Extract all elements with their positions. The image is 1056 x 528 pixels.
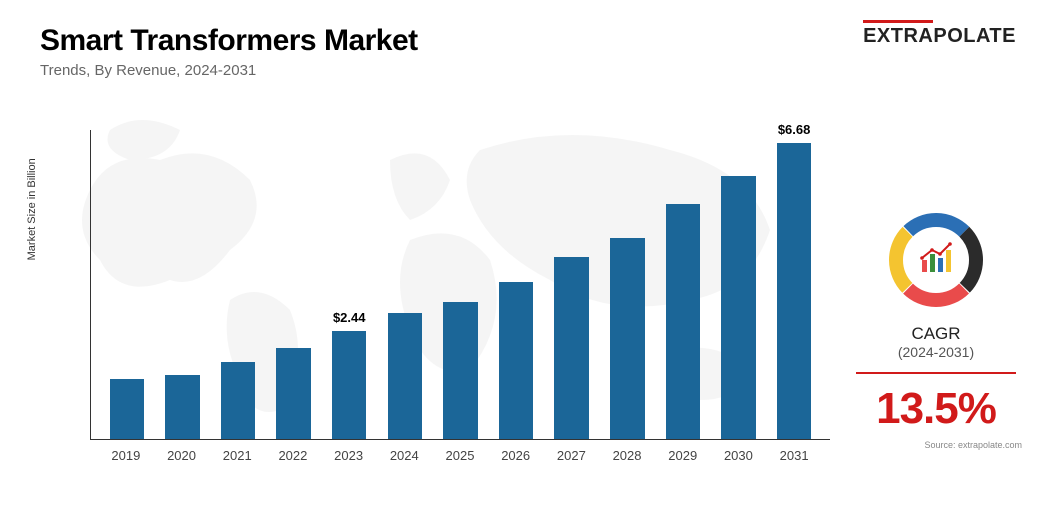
cagr-divider	[856, 372, 1016, 374]
bar	[388, 313, 422, 439]
y-axis-label: Market Size in Billion	[26, 158, 38, 260]
bar	[221, 362, 255, 440]
bar	[499, 282, 533, 439]
x-tick-label: 2031	[766, 448, 822, 463]
bar-slot	[210, 130, 266, 439]
bar-slot	[711, 130, 767, 439]
bar-slot	[655, 130, 711, 439]
bar-slot	[544, 130, 600, 439]
bar	[443, 302, 477, 439]
x-axis-labels: 2019202020212022202320242025202620272028…	[90, 448, 830, 463]
bar	[165, 375, 199, 439]
bar	[777, 143, 811, 439]
bar	[666, 204, 700, 439]
bar-slot	[377, 130, 433, 439]
x-tick-label: 2022	[265, 448, 321, 463]
bar	[610, 238, 644, 440]
bar-slot	[99, 130, 155, 439]
x-tick-label: 2021	[209, 448, 265, 463]
source-text: Source: extrapolate.com	[846, 440, 1026, 450]
x-tick-label: 2025	[432, 448, 488, 463]
bar	[332, 331, 366, 439]
cagr-donut-icon	[886, 210, 986, 310]
cagr-period: (2024-2031)	[846, 344, 1026, 360]
x-tick-label: 2024	[376, 448, 432, 463]
cagr-title: CAGR	[846, 324, 1026, 344]
x-tick-label: 2027	[544, 448, 600, 463]
bar	[721, 176, 755, 440]
bar-slot	[155, 130, 211, 439]
brand-logo: EXTRAPOLATE	[863, 20, 1016, 48]
bar-slot	[599, 130, 655, 439]
x-tick-label: 2029	[655, 448, 711, 463]
cagr-panel: CAGR (2024-2031) 13.5% Source: extrapola…	[846, 210, 1026, 450]
bar-slot	[433, 130, 489, 439]
brand-name: EXTRAPOLATE	[863, 25, 1016, 48]
bar	[276, 348, 310, 439]
cagr-value: 13.5%	[846, 384, 1026, 434]
x-tick-label: 2020	[154, 448, 210, 463]
x-tick-label: 2026	[488, 448, 544, 463]
x-tick-label: 2019	[98, 448, 154, 463]
header: Smart Transformers Market Trends, By Rev…	[40, 24, 418, 79]
bar-slot: $6.68	[766, 130, 822, 439]
bar-slot	[488, 130, 544, 439]
bar	[110, 379, 144, 439]
x-tick-label: 2023	[321, 448, 377, 463]
page-title: Smart Transformers Market	[40, 24, 418, 58]
bar-value-label: $6.68	[778, 122, 811, 137]
x-tick-label: 2028	[599, 448, 655, 463]
bar-slot: $2.44	[321, 130, 377, 439]
page-subtitle: Trends, By Revenue, 2024-2031	[40, 62, 418, 79]
bar-value-label: $2.44	[333, 310, 366, 325]
x-tick-label: 2030	[711, 448, 767, 463]
plot-area: $2.44 $6.68	[90, 130, 830, 440]
bar-slot	[266, 130, 322, 439]
brand-accent-bar	[863, 20, 933, 23]
bar-chart: Market Size in Billion $2.44$6.68 201920…	[80, 130, 840, 440]
bar	[554, 257, 588, 439]
